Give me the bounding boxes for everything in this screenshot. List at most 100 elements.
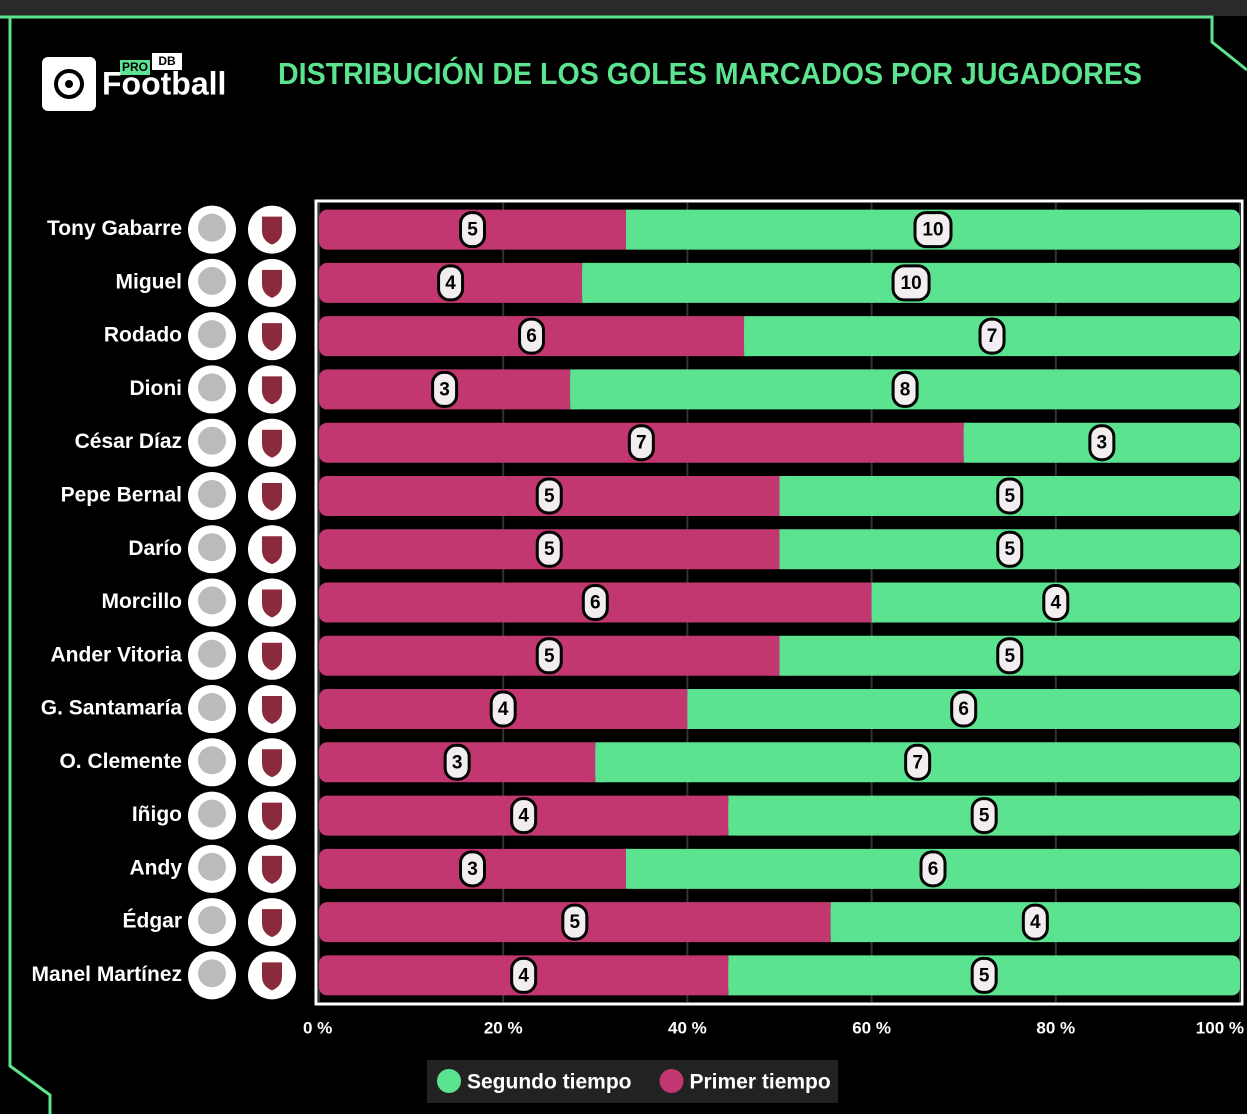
value-label: 4 [1030, 912, 1041, 933]
bar-joint [720, 795, 729, 836]
value-label: 4 [1051, 593, 1062, 614]
legend-box [427, 1060, 838, 1103]
category-label: Dioni [130, 377, 183, 400]
frame [8, 17, 52, 1114]
bar-joint [822, 902, 831, 943]
value-label: 5 [544, 646, 555, 667]
value-pill [627, 424, 655, 462]
team-badge-shape [262, 216, 282, 245]
category-label: G. Santamaría [41, 697, 183, 720]
category-label: Ander Vitoria [51, 643, 183, 666]
category-label: Miguel [116, 270, 183, 293]
team-badge-shape [262, 802, 282, 831]
category-label: Tony Gabarre [47, 217, 182, 240]
bar-joint [779, 475, 788, 516]
player-photo-inner [198, 266, 226, 295]
value-pill [518, 317, 546, 355]
value-pill [431, 370, 459, 408]
bar-joint [744, 316, 753, 357]
bar-joint [871, 582, 880, 623]
bar-joint [955, 422, 964, 463]
logo-icon [54, 69, 84, 99]
value-label: 5 [979, 806, 990, 827]
player-photo-inner [198, 746, 226, 775]
team-badge-shape [262, 589, 282, 618]
frame [0, 15, 1247, 72]
category-label: O. Clemente [59, 750, 182, 773]
value-pill [970, 797, 998, 835]
team-badge-shape [262, 323, 282, 352]
player-photo-inner [198, 959, 226, 988]
value-pill [535, 477, 563, 515]
value-pill [561, 903, 589, 941]
player-photo-inner [198, 906, 226, 935]
bar-joint [679, 689, 688, 730]
value-label: 7 [912, 752, 923, 773]
team-badge-shape [262, 482, 282, 511]
player-photo-inner [198, 320, 226, 349]
value-pill [904, 743, 932, 781]
value-pill [996, 637, 1024, 675]
value-pill [950, 690, 978, 728]
team-badge-shape [262, 749, 282, 778]
bar-joint [582, 262, 591, 303]
x-tick-label: 80 % [1036, 1018, 1075, 1037]
value-label: 4 [518, 965, 529, 986]
bar-joint [779, 635, 788, 676]
value-label: 10 [922, 220, 943, 241]
value-label: 7 [636, 433, 647, 454]
value-label: 5 [979, 965, 990, 986]
value-pill [581, 584, 609, 621]
value-pill [891, 370, 919, 408]
value-pill [919, 850, 947, 888]
value-label: 5 [544, 539, 555, 560]
team-badge-shape [262, 855, 282, 884]
bar-joint [626, 848, 634, 889]
logo-badge [120, 60, 150, 75]
player-photo-inner [198, 479, 226, 508]
bar-joint [771, 635, 780, 676]
x-tick-label: 20 % [484, 1018, 523, 1037]
value-label: 5 [544, 486, 555, 507]
logo: PRO DB Football [42, 53, 226, 111]
x-tick-label: 40 % [668, 1018, 707, 1037]
value-pill [970, 956, 998, 994]
value-pill [510, 956, 538, 994]
bar-joint [570, 369, 579, 410]
logo-text: DB [158, 54, 176, 68]
category-label: Édgar [122, 910, 182, 933]
category-label: Iñigo [132, 803, 182, 826]
value-label: 3 [1097, 433, 1108, 454]
bar-joint [736, 316, 745, 357]
bar-joint [562, 369, 571, 410]
x-tick-label: 0 % [303, 1018, 332, 1037]
team-badge-shape [262, 962, 282, 991]
value-pill [535, 530, 563, 568]
value-pill [489, 690, 517, 728]
value-label: 6 [928, 859, 939, 880]
bar-joint [830, 902, 839, 943]
value-pill [891, 264, 931, 302]
category-label: Andy [130, 856, 183, 879]
team-badge-shape [262, 269, 282, 298]
value-pill [459, 850, 486, 888]
value-label: 5 [570, 912, 581, 933]
legend-label: Segundo tiempo [467, 1071, 632, 1094]
value-label: 10 [901, 273, 922, 294]
value-pill [996, 477, 1024, 515]
value-pill [443, 743, 471, 781]
value-label: 3 [467, 859, 478, 880]
player-photo-inner [198, 799, 226, 828]
value-pill [1088, 424, 1116, 462]
player-photo-inner [198, 693, 226, 722]
x-tick-label: 60 % [852, 1018, 891, 1037]
player-photo-inner [198, 586, 226, 615]
value-label: 3 [439, 379, 450, 400]
bar-joint [771, 475, 780, 516]
bar-joint [728, 795, 737, 836]
legend-label: Primer tiempo [690, 1071, 831, 1094]
player-photo-inner [198, 426, 226, 455]
logo-badge [152, 53, 182, 70]
category-label: Manel Martínez [31, 963, 182, 986]
